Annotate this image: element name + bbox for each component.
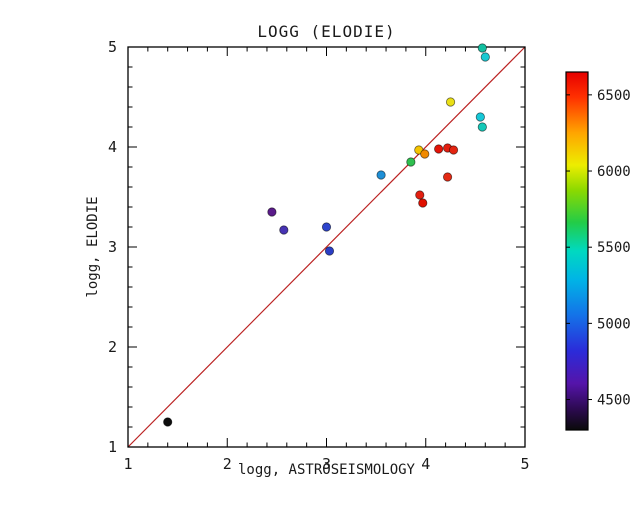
x-tick-label: 5	[520, 455, 529, 473]
colorbar-tick-label: 4500	[597, 393, 631, 409]
identity-line	[127, 46, 526, 448]
data-point	[480, 52, 490, 62]
data-point	[163, 417, 173, 427]
y-tick-label: 5	[108, 38, 117, 56]
data-point	[415, 190, 425, 200]
data-point	[442, 172, 453, 182]
x-tick-label: 2	[223, 455, 232, 473]
data-point	[477, 122, 487, 132]
y-tick-label: 1	[108, 438, 117, 456]
data-point	[376, 170, 386, 180]
data-point	[475, 112, 485, 122]
data-point	[434, 144, 444, 154]
data-point	[445, 97, 456, 107]
x-tick-label: 3	[322, 455, 331, 473]
data-point	[324, 246, 335, 256]
x-tick-label: 4	[421, 455, 430, 473]
data-point	[418, 198, 428, 208]
colorbar-tick-label: 6500	[597, 88, 631, 104]
colorbar-gradient	[566, 72, 588, 430]
data-point	[477, 43, 487, 53]
colorbar-tick-label: 5500	[597, 240, 631, 256]
colorbar-tick-label: 6000	[597, 164, 631, 180]
y-tick-label: 3	[108, 238, 117, 256]
data-point	[406, 157, 416, 167]
colorbar-frame	[565, 71, 589, 431]
x-axis-label: logg, ASTROSEISMOLOGY	[237, 462, 415, 478]
data-point	[279, 225, 289, 235]
y-tick-label: 2	[108, 338, 117, 356]
colorbar-tick-label: 5000	[597, 316, 631, 332]
data-point	[448, 145, 459, 155]
data-point	[321, 222, 332, 232]
data-point	[267, 207, 277, 217]
y-tick-label: 4	[108, 138, 117, 156]
x-tick-label: 1	[123, 455, 132, 473]
chart-title: LOGG (ELODIE)	[257, 22, 396, 41]
y-axis-label: logg, ELODIE	[85, 196, 101, 298]
data-point	[420, 149, 430, 159]
